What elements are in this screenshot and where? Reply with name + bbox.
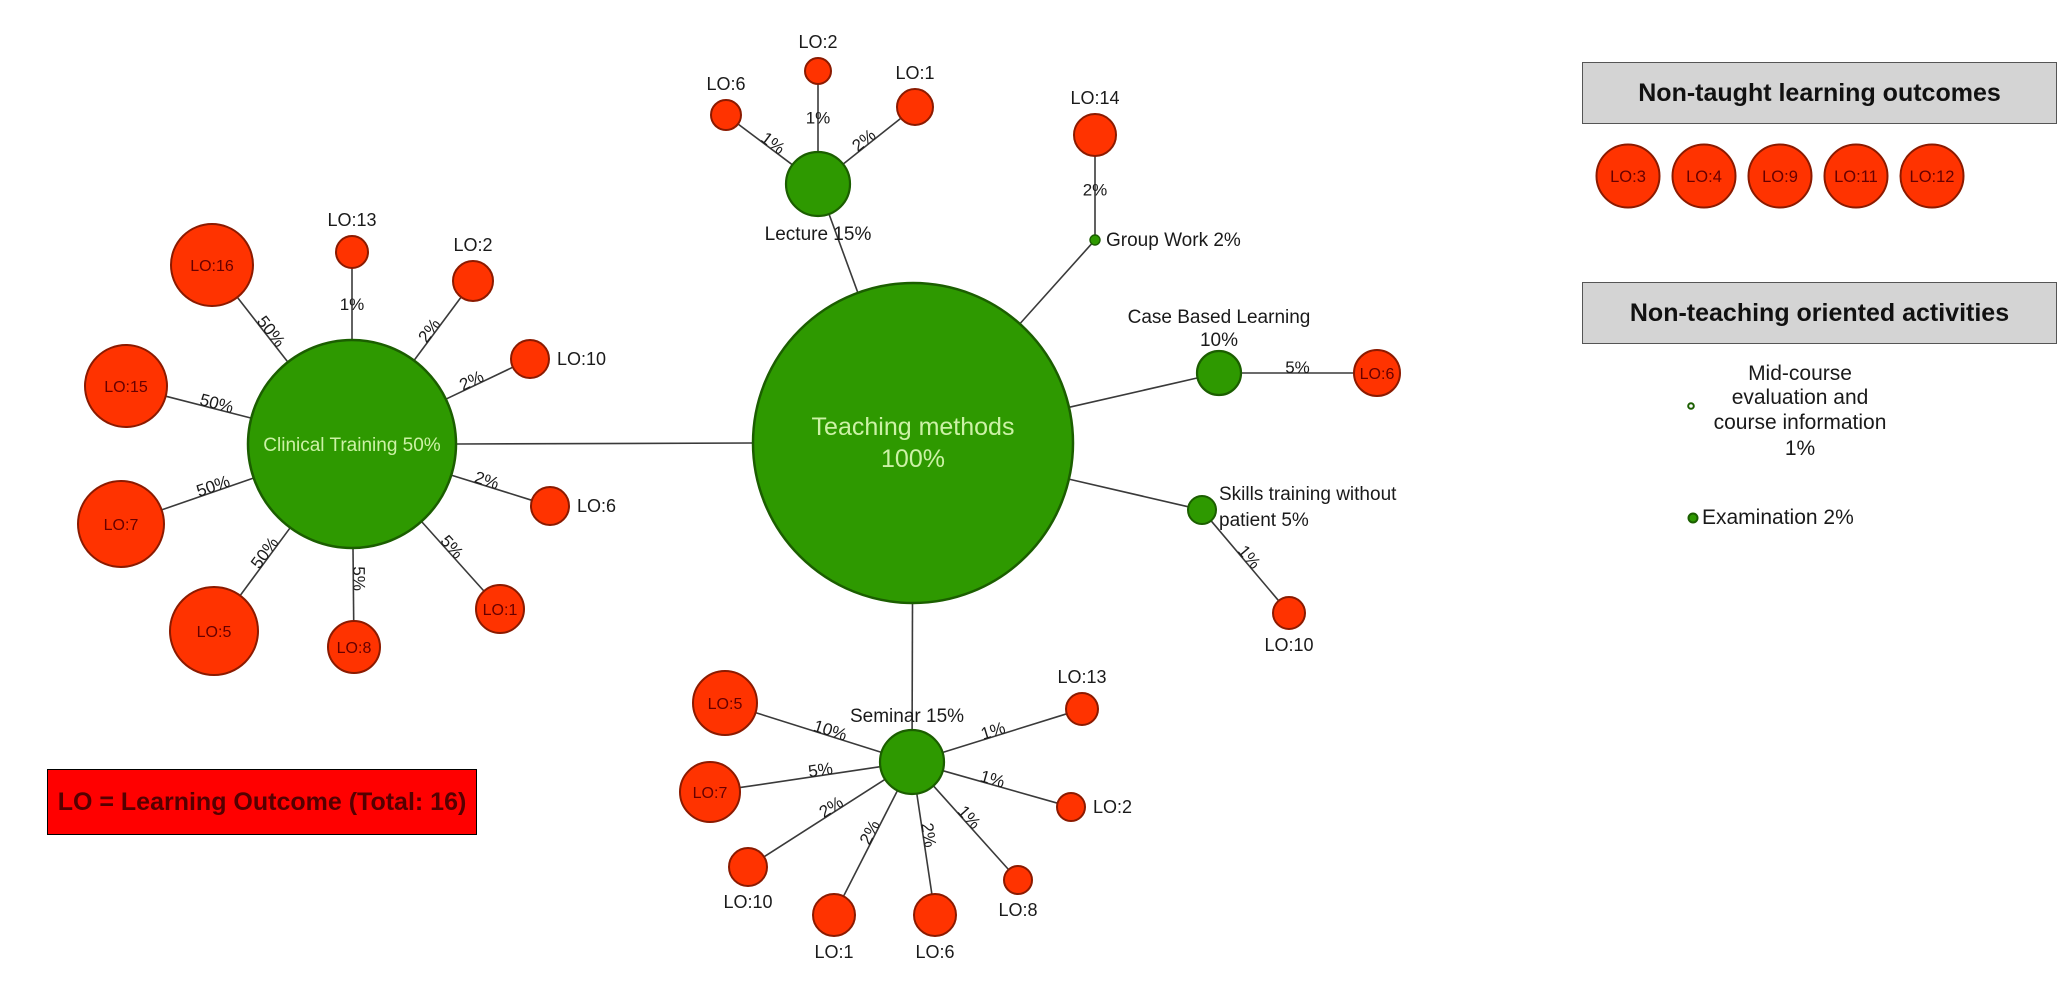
svg-text:50%: 50% xyxy=(194,472,232,501)
svg-text:1%: 1% xyxy=(979,718,1008,743)
svg-text:2%: 2% xyxy=(456,367,486,395)
svg-text:LO:6: LO:6 xyxy=(915,942,954,962)
svg-text:LO:6: LO:6 xyxy=(706,74,745,94)
svg-text:LO:5: LO:5 xyxy=(708,696,743,713)
svg-text:2%: 2% xyxy=(917,822,939,849)
svg-text:Examination 2%: Examination 2% xyxy=(1702,506,1854,529)
svg-text:2%: 2% xyxy=(848,125,879,155)
svg-text:LO:2: LO:2 xyxy=(1093,797,1132,817)
svg-text:2%: 2% xyxy=(856,817,884,848)
svg-text:Clinical Training 50%: Clinical Training 50% xyxy=(263,435,441,456)
svg-text:LO:1: LO:1 xyxy=(483,602,518,619)
svg-text:LO:6: LO:6 xyxy=(1360,366,1395,383)
svg-text:5%: 5% xyxy=(349,566,368,591)
svg-text:LO:1: LO:1 xyxy=(895,63,934,83)
svg-text:LO:14: LO:14 xyxy=(1070,88,1119,108)
svg-text:LO:13: LO:13 xyxy=(327,210,376,230)
svg-text:LO:6: LO:6 xyxy=(577,496,616,516)
svg-text:2%: 2% xyxy=(414,315,444,346)
svg-text:LO:5: LO:5 xyxy=(197,624,232,641)
svg-text:1%: 1% xyxy=(757,128,788,158)
svg-text:Group Work 2%: Group Work 2% xyxy=(1106,230,1241,251)
svg-text:2%: 2% xyxy=(816,793,847,822)
svg-text:LO:11: LO:11 xyxy=(1834,168,1878,186)
svg-text:course information: course information xyxy=(1714,411,1887,434)
svg-text:Skills training without: Skills training without xyxy=(1219,484,1397,505)
svg-text:5%: 5% xyxy=(807,759,834,781)
svg-text:LO:15: LO:15 xyxy=(104,379,148,396)
svg-text:5%: 5% xyxy=(1285,358,1310,377)
svg-text:LO:10: LO:10 xyxy=(723,892,772,912)
svg-text:1%: 1% xyxy=(954,802,985,833)
svg-text:50%: 50% xyxy=(247,534,282,573)
svg-text:Mid-course: Mid-course xyxy=(1748,362,1852,385)
svg-text:1%: 1% xyxy=(1785,437,1815,460)
svg-text:1%: 1% xyxy=(1234,542,1264,573)
svg-text:LO:10: LO:10 xyxy=(1264,635,1313,655)
svg-text:LO:12: LO:12 xyxy=(1910,168,1955,186)
svg-text:1%: 1% xyxy=(806,108,831,127)
svg-text:5%: 5% xyxy=(437,532,468,563)
svg-text:LO:16: LO:16 xyxy=(190,258,234,275)
svg-text:patient 5%: patient 5% xyxy=(1219,510,1309,531)
svg-text:evaluation and: evaluation and xyxy=(1732,386,1869,409)
svg-text:LO:7: LO:7 xyxy=(693,785,728,802)
svg-text:LO:3: LO:3 xyxy=(1610,168,1646,186)
svg-text:10%: 10% xyxy=(1200,330,1238,351)
svg-text:LO:10: LO:10 xyxy=(557,349,606,369)
svg-text:2%: 2% xyxy=(1083,181,1108,200)
svg-text:LO:8: LO:8 xyxy=(998,900,1037,920)
svg-text:LO:2: LO:2 xyxy=(798,32,837,52)
svg-text:Lecture 15%: Lecture 15% xyxy=(765,224,872,245)
svg-text:LO:9: LO:9 xyxy=(1762,168,1798,186)
svg-text:Seminar 15%: Seminar 15% xyxy=(850,706,964,727)
svg-text:1%: 1% xyxy=(978,767,1007,792)
svg-text:Case Based Learning: Case Based Learning xyxy=(1128,307,1311,328)
svg-text:Teaching methods: Teaching methods xyxy=(812,413,1015,441)
svg-text:LO:7: LO:7 xyxy=(104,517,139,534)
svg-text:50%: 50% xyxy=(198,390,236,417)
svg-text:100%: 100% xyxy=(881,445,945,473)
svg-text:1%: 1% xyxy=(340,295,365,314)
svg-text:LO:8: LO:8 xyxy=(337,640,372,657)
svg-text:LO:1: LO:1 xyxy=(814,942,853,962)
svg-text:50%: 50% xyxy=(253,312,289,351)
svg-text:LO:4: LO:4 xyxy=(1686,168,1722,186)
svg-text:10%: 10% xyxy=(811,716,849,744)
svg-text:LO:2: LO:2 xyxy=(453,235,492,255)
svg-text:LO:13: LO:13 xyxy=(1057,667,1106,687)
